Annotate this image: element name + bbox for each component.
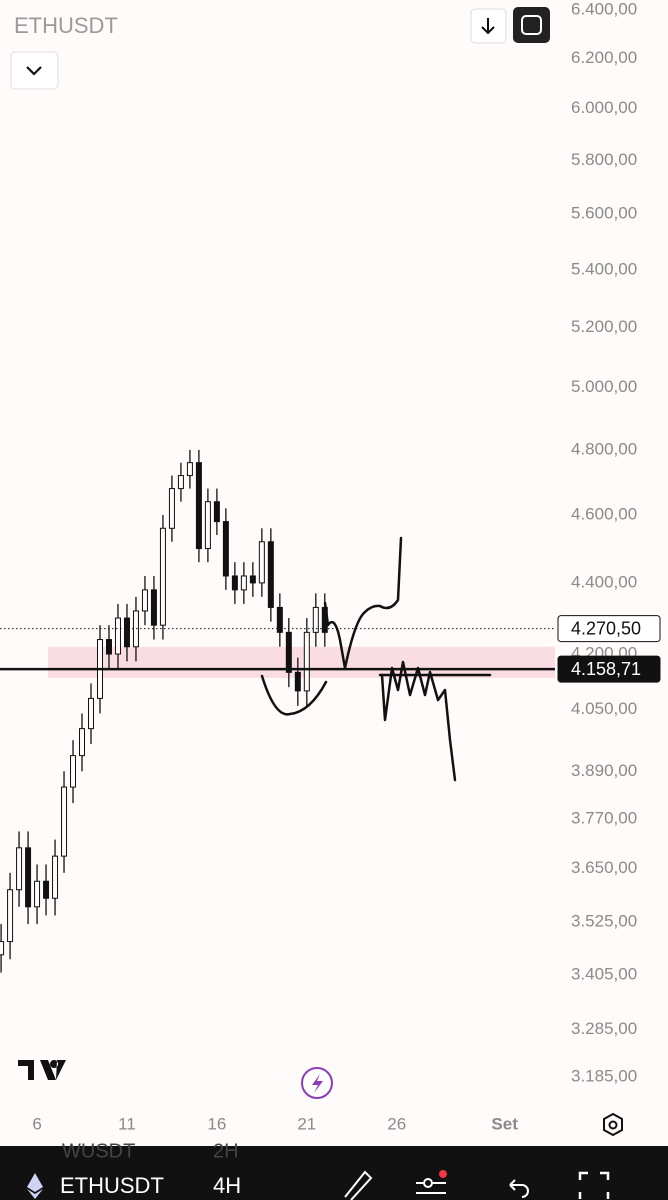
settings-icon [608,1120,618,1130]
bolt-icon [312,1074,323,1093]
candle-body [132,610,139,648]
y-tick-label: 6.000,00 [571,98,637,117]
candle-body [231,575,238,591]
candle-body [303,631,310,692]
candle-body [285,631,292,673]
notification-dot [439,1170,447,1178]
candle-body [25,847,32,908]
candle-body [222,521,229,577]
y-tick-label: 5.400,00 [571,259,637,278]
y-tick-label: 5.000,00 [571,377,637,396]
fullscreen-icon [521,15,542,35]
candle-body [150,589,157,626]
y-tick-label: 5.800,00 [571,150,637,169]
candle-body [186,462,193,477]
price-label-box [557,655,661,683]
candle-body [267,541,274,608]
candle-body [312,606,319,633]
download-icon [481,18,495,35]
y-tick-label: 5.600,00 [571,204,637,223]
candle-body [177,475,184,490]
y-tick-label: 4.400,00 [571,572,637,591]
candle-body [276,606,283,633]
draw-tool-button[interactable] [344,1170,373,1200]
candle-body [204,501,211,550]
candle-body [168,488,175,529]
toolbar-interval[interactable]: 4H [213,1173,241,1198]
price-label: 4.270,50 [571,618,641,638]
chevron-icon [26,66,42,76]
x-tick-label: Set [491,1114,518,1133]
y-tick-label: 3.525,00 [571,911,637,930]
drawn-curve [260,674,328,716]
fullscreen-toolbar-button[interactable] [578,1171,610,1199]
x-tick-label: 21 [297,1114,316,1133]
candle-body [0,941,5,956]
chart-background [0,0,668,1146]
eth-icon [27,1173,43,1199]
toolbar [0,1146,668,1200]
candle-body [7,889,14,943]
y-tick-label: 3.770,00 [571,809,637,828]
x-tick-label: 26 [387,1114,406,1133]
y-tick-label: 6.200,00 [571,48,637,67]
tv-logo [18,1060,66,1080]
y-tick-label: 5.200,00 [571,317,637,336]
symbol-title: ETHUSDT [14,13,118,38]
y-tick-label: 3.405,00 [571,964,637,983]
price-label-box [557,615,661,643]
y-tick-label: 4.050,00 [571,699,637,718]
x-tick-label: 11 [118,1114,136,1133]
fullscreen-button[interactable] [513,7,550,43]
y-tick-label: 3.650,00 [571,858,637,877]
collapse-button[interactable] [10,51,59,90]
y-tick-label: 3.185,00 [571,1066,637,1085]
candle-body [52,855,59,899]
candle-body [213,501,220,523]
candle-body [294,671,301,692]
candle-body [240,575,247,591]
y-tick-label: 3.890,00 [571,761,637,780]
overlay: 4.270,50 4.158,71 [0,615,661,683]
toolbar-symbol[interactable]: ETHUSDT [60,1173,164,1198]
y-tick-label: 4.600,00 [571,504,637,523]
candle-body [43,880,50,899]
candle-body [249,575,256,584]
candle-body [141,589,148,612]
undo-button[interactable] [509,1179,529,1198]
candle-body [70,755,77,788]
candle-body [123,617,130,648]
y-tick-label: 4.800,00 [571,439,637,458]
candle-body [79,728,86,757]
zone [48,646,555,678]
candle-body [88,697,95,730]
candle-body [195,462,202,550]
y-tick-label: 3.285,00 [571,1019,637,1038]
x-tick-label: 6 [32,1114,41,1133]
candle-body [34,880,41,908]
plot: 6.400,00 6.200,00 6.000,00 5.800,00 5.600,00… [0,0,637,1133]
price-label: 4.158,71 [571,659,641,679]
ghost-symbol: WUSDT [62,1140,135,1162]
candle-body [114,617,121,655]
x-tick-label: 16 [207,1114,226,1133]
ghost-interval: 2H [213,1140,239,1162]
candle-body [61,786,68,857]
drawn-path-up [323,536,403,670]
candle-body [258,541,265,584]
settings-button[interactable] [603,1112,623,1137]
candle-body [16,847,23,891]
candle-body [105,639,112,655]
y-tick-label: 6.400,00 [571,0,637,18]
indicators-knob [423,1178,433,1188]
candle-body [159,527,166,626]
